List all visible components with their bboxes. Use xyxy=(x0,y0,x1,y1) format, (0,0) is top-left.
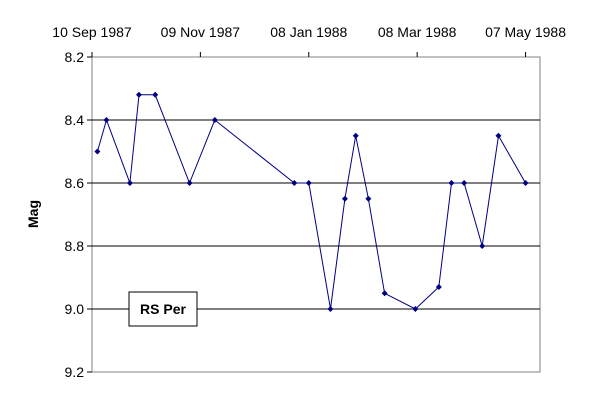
y-tick-label: 9.2 xyxy=(65,364,85,380)
y-tick-label: 8.4 xyxy=(65,112,85,128)
data-point xyxy=(412,306,419,312)
data-point xyxy=(365,195,372,202)
series-layer xyxy=(94,91,529,312)
data-point xyxy=(94,148,101,155)
data-point xyxy=(305,180,312,186)
legend-label: RS Per xyxy=(140,301,186,317)
y-tick-label: 8.8 xyxy=(65,238,85,254)
data-point xyxy=(495,132,502,139)
data-point xyxy=(352,132,359,139)
y-tick-label: 9.0 xyxy=(65,301,85,317)
y-axis-title: Mag xyxy=(25,200,41,228)
data-point xyxy=(479,243,486,249)
data-point xyxy=(135,91,142,98)
y-tick-label: 8.6 xyxy=(65,175,85,191)
data-point xyxy=(327,306,334,312)
data-point xyxy=(461,180,468,186)
legend-frame xyxy=(128,291,198,327)
data-point xyxy=(186,180,193,186)
data-point xyxy=(103,117,110,123)
x-tick-label: 08 Jan 1988 xyxy=(270,24,347,40)
data-point xyxy=(152,91,159,98)
x-tick-label: 07 May 1988 xyxy=(485,24,566,40)
data-point xyxy=(291,180,298,186)
data-point xyxy=(522,180,529,186)
data-point xyxy=(341,195,348,202)
data-point xyxy=(211,117,218,123)
x-tick-label: 08 Mar 1988 xyxy=(378,24,457,40)
y-tick-label: 8.2 xyxy=(65,49,85,65)
data-point xyxy=(435,283,442,290)
x-axis-ticks: 10 Sep 1987 09 Nov 1987 08 Jan 1988 08 Mar … xyxy=(52,24,566,57)
x-tick-label: 09 Nov 1987 xyxy=(161,24,241,40)
data-point xyxy=(381,290,388,297)
legend-box: RS Per xyxy=(128,291,198,327)
y-axis-ticks: 8.2 8.4 8.6 8.8 9.0 9.2 xyxy=(65,49,92,380)
x-tick-label: 10 Sep 1987 xyxy=(52,24,132,40)
data-point xyxy=(126,180,133,186)
data-point xyxy=(448,180,455,186)
